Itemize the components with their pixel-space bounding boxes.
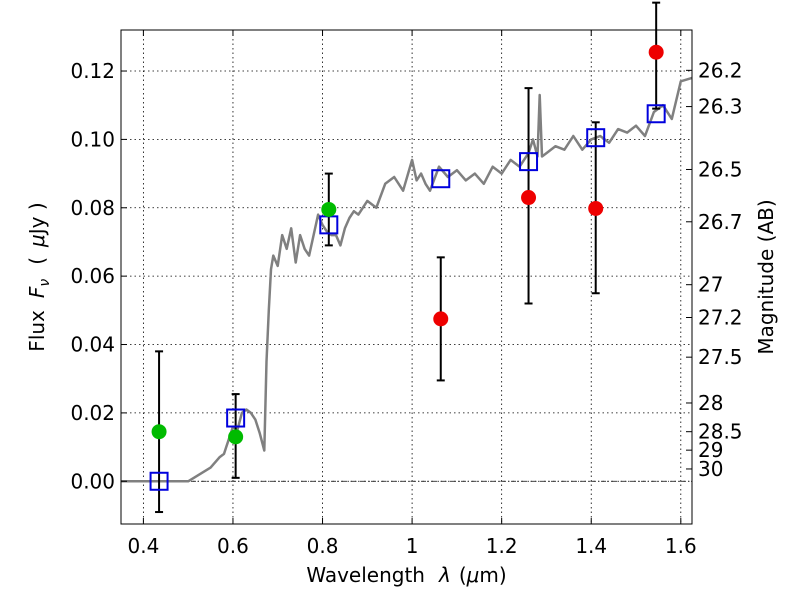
y-tick-label: 0.00: [70, 469, 115, 493]
y-axis-label: Flux Fν ( μJy ): [25, 202, 53, 351]
model-band-square: [226, 408, 246, 428]
model-band-square: [646, 104, 666, 124]
model-band-square: [431, 169, 451, 189]
green-data-point: [151, 424, 167, 440]
y-label-unit-mu: μ: [25, 234, 49, 248]
y-tick-label: 0.10: [70, 127, 115, 151]
plot-frame: [120, 29, 693, 525]
red-data-point: [433, 311, 449, 327]
red-data-point: [521, 190, 537, 206]
model-band-square: [149, 471, 169, 491]
model-spectrum-layer: [121, 76, 693, 483]
red-data-point: [588, 200, 604, 216]
mag-tick-label: 26.5: [698, 157, 743, 181]
y2-axis-label: Magnitude (AB): [754, 199, 778, 354]
model-band-square: [586, 128, 606, 148]
y-tick-label: 0.04: [70, 333, 115, 357]
mag-tick-label: 29: [698, 438, 723, 462]
x-label-symbol: λ: [438, 563, 451, 587]
green-data-point: [228, 429, 244, 445]
x-tick-label: 0.6: [217, 534, 249, 558]
mag-tick-label: 26.2: [698, 58, 743, 82]
y-label-text: Flux: [25, 310, 49, 352]
x-tick-label: 1.4: [575, 534, 607, 558]
x-label-unit-mu: μ: [466, 563, 480, 587]
mag-tick-label: 27.2: [698, 306, 743, 330]
model-spectrum-line: [121, 76, 693, 483]
x-tick-label: 0.4: [127, 534, 159, 558]
x-tick-label: 0.8: [307, 534, 339, 558]
mag-tick-label: 26.3: [698, 95, 743, 119]
x-label-unit-rest: m): [479, 563, 506, 587]
y-label-unit-open: (: [25, 257, 49, 265]
mag-tick-label: 28: [698, 391, 723, 415]
axis-ticks: 0.4 0.6 0.8 1 1.2 1.4 1.6 0.00 0.02 0.04 0.06 0.08 0…: [70, 30, 743, 558]
y-tick-label: 0.02: [70, 401, 115, 425]
x-tick-label: 1.2: [486, 534, 518, 558]
mag-tick-label: 27.5: [698, 345, 743, 369]
y-tick-label: 0.06: [70, 264, 115, 288]
x-label-text: Wavelength: [306, 563, 425, 587]
data-markers: [149, 44, 666, 491]
y-tick-label: 0.08: [70, 196, 115, 220]
x-axis-label: Wavelength λ (μm): [306, 563, 506, 587]
mag-tick-label: 28.5: [698, 420, 743, 444]
y-label-subscript: ν: [37, 279, 53, 287]
x-tick-label: 1: [406, 534, 419, 558]
y-label-symbol: F: [25, 286, 49, 298]
mag-tick-label: 27: [698, 273, 723, 297]
mag-tick-label: 26.7: [698, 210, 743, 234]
model-band-square: [519, 152, 539, 172]
mag-tick-label: 30: [698, 457, 723, 481]
green-data-point: [321, 201, 337, 217]
y-tick-label: 0.12: [70, 59, 115, 83]
red-data-point: [648, 44, 664, 60]
x-label-unit-open: (: [459, 563, 467, 587]
y-label-unit-rest: Jy ): [25, 202, 49, 236]
grid-lines: [121, 30, 692, 524]
x-tick-label: 1.6: [665, 534, 697, 558]
